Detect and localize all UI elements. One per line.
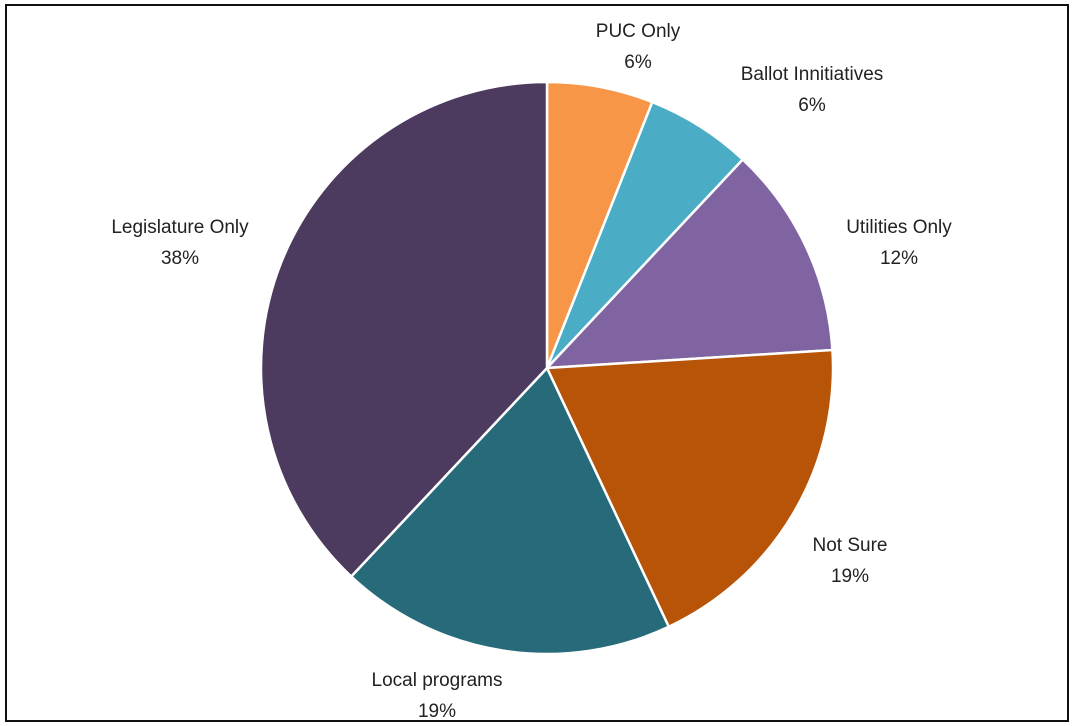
pie-slice-utilities-only bbox=[543, 157, 834, 370]
slice-value-local-programs: 19% bbox=[418, 701, 456, 722]
slice-value-legislature-only: 38% bbox=[161, 248, 199, 269]
slice-value-ballot-innitiatives: 6% bbox=[798, 95, 826, 116]
slice-label-utilities-only: Utilities Only bbox=[846, 217, 952, 238]
slice-label-not-sure: Not Sure bbox=[813, 535, 888, 556]
slice-label-local-programs: Local programs bbox=[372, 670, 503, 691]
slice-value-utilities-only: 12% bbox=[880, 248, 918, 269]
pie-slice-not-sure bbox=[545, 348, 835, 629]
slice-label-ballot-innitiatives: Ballot Innitiatives bbox=[741, 64, 884, 85]
pie-slice-local-programs bbox=[349, 365, 671, 656]
slice-label-puc-only: PUC Only bbox=[596, 21, 681, 42]
pie-slice-legislature-only bbox=[259, 80, 549, 579]
pie-slices bbox=[259, 80, 835, 656]
slice-value-not-sure: 19% bbox=[831, 566, 869, 587]
slice-value-puc-only: 6% bbox=[624, 52, 652, 73]
slice-label-legislature-only: Legislature Only bbox=[111, 217, 249, 238]
pie-labels: PUC Only 6% Ballot Innitiatives 6% Utilities… bbox=[111, 21, 952, 722]
